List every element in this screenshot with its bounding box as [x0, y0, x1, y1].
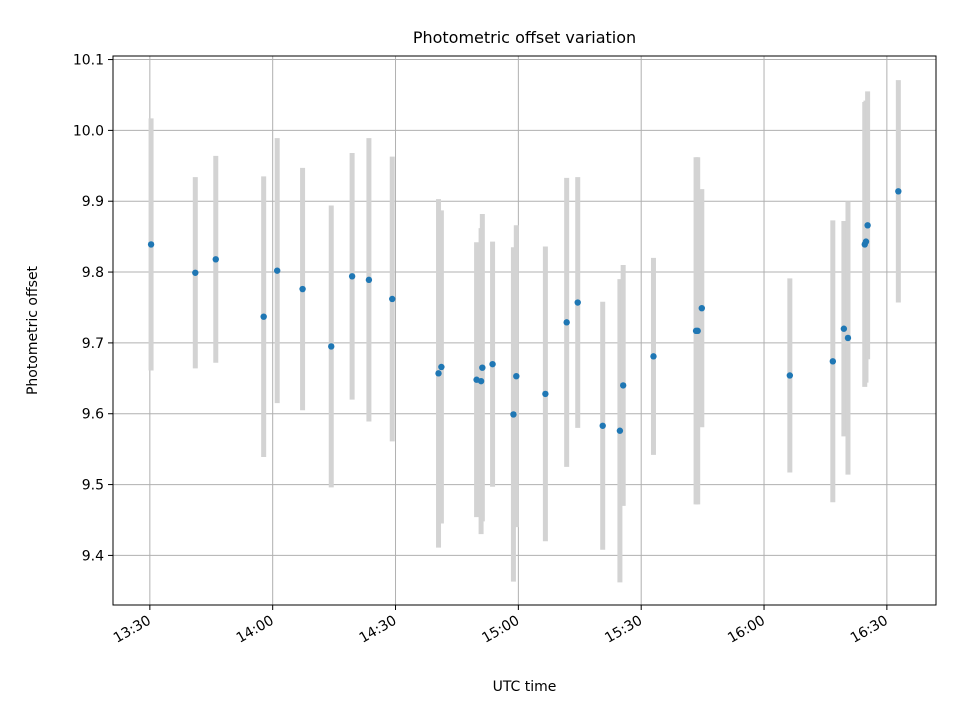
data-point	[260, 313, 267, 320]
data-point	[694, 327, 701, 335]
y-tick-label: 9.4	[82, 548, 104, 564]
chart-title: Photometric offset variation	[413, 28, 636, 47]
data-point	[542, 390, 549, 398]
data-point	[299, 285, 306, 293]
y-tick-label: 9.8	[82, 265, 104, 281]
data-point	[435, 370, 442, 377]
data-point	[389, 295, 396, 303]
data-point	[273, 267, 281, 274]
data-point	[650, 353, 657, 360]
data-point	[513, 372, 520, 380]
y-axis-ticks: 9.4 9.5 9.6 9.7 9.8 9.9 10.0 10.1	[73, 53, 113, 564]
data-point	[844, 334, 852, 342]
data-point	[328, 343, 335, 350]
data-point	[348, 273, 356, 280]
data-point	[489, 360, 496, 368]
data-point	[864, 222, 871, 229]
data-point	[616, 427, 624, 434]
data-point	[479, 364, 486, 371]
data-point	[698, 304, 705, 312]
data-point	[829, 358, 837, 365]
y-tick-label: 9.9	[82, 194, 104, 210]
y-tick-label: 9.6	[82, 407, 104, 423]
data-point	[574, 299, 581, 306]
data-points	[147, 188, 902, 434]
data-point	[619, 382, 627, 389]
data-point	[477, 377, 485, 385]
y-tick-label: 9.5	[82, 478, 104, 494]
data-point	[563, 319, 570, 326]
data-point	[862, 238, 870, 245]
data-point	[786, 372, 794, 379]
data-point	[510, 411, 517, 418]
data-point	[599, 422, 606, 429]
x-axis-label: UTC time	[493, 679, 557, 695]
data-point	[895, 188, 902, 195]
data-point	[192, 269, 199, 276]
y-axis-label: Photometric offset	[25, 265, 41, 395]
grid	[113, 56, 936, 605]
data-point	[365, 276, 373, 284]
y-tick-label: 9.7	[82, 336, 104, 352]
axes-frame	[112, 55, 937, 606]
y-tick-label: 10.0	[73, 123, 104, 139]
y-tick-label: 10.1	[73, 53, 104, 69]
data-point	[212, 256, 219, 263]
data-point	[840, 325, 848, 332]
plot-area	[113, 56, 936, 605]
data-point	[438, 363, 445, 371]
data-point	[147, 241, 155, 248]
